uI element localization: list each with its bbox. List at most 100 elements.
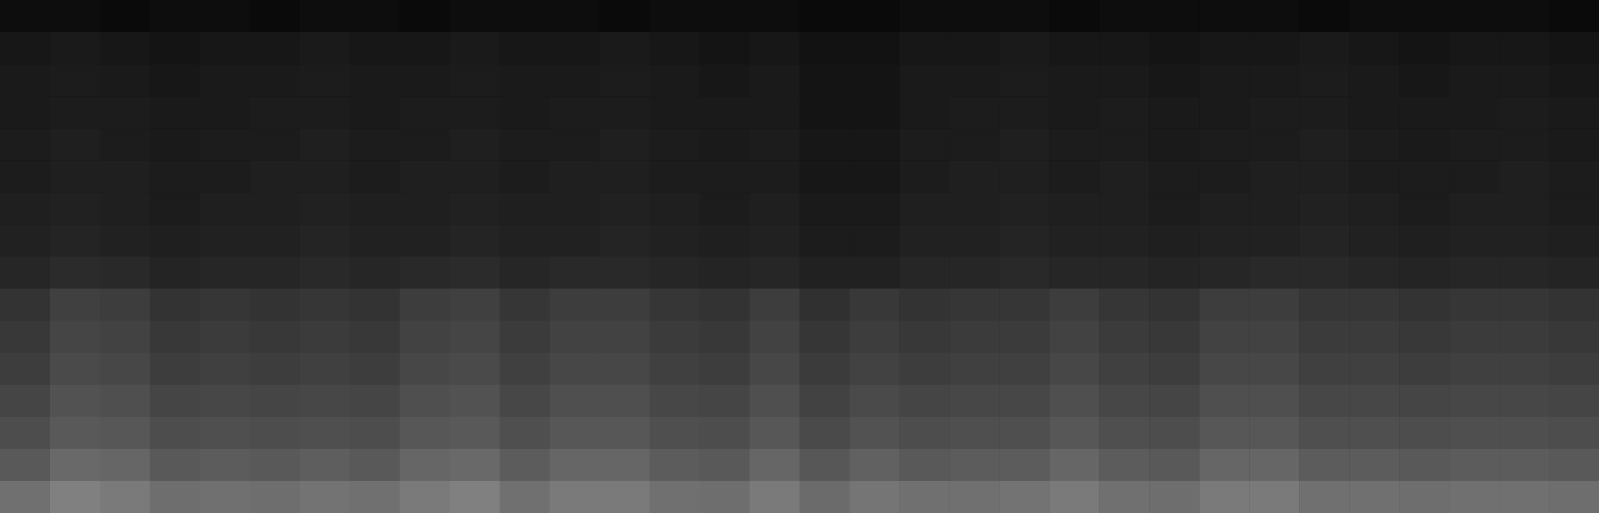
cell — [350, 224, 400, 257]
cell — [1249, 32, 1299, 65]
cell — [1049, 160, 1099, 193]
cell — [650, 224, 700, 257]
cell — [0, 192, 50, 225]
cell — [350, 64, 400, 97]
cell — [1499, 32, 1549, 65]
cell — [999, 289, 1049, 322]
cell — [600, 96, 650, 129]
cell — [1499, 192, 1549, 225]
cell — [1099, 449, 1149, 482]
cell — [400, 0, 450, 33]
cell — [849, 0, 899, 33]
cell — [1549, 385, 1599, 418]
cell — [750, 128, 800, 161]
cell — [750, 289, 800, 322]
cell — [800, 96, 850, 129]
cell — [849, 224, 899, 257]
cell — [1199, 64, 1249, 97]
cell — [0, 128, 50, 161]
cell — [650, 32, 700, 65]
cell — [350, 0, 400, 33]
cell — [50, 289, 100, 322]
cell — [650, 0, 700, 33]
cell — [450, 449, 500, 482]
cell — [1149, 385, 1199, 418]
cell — [200, 353, 250, 386]
cell — [1249, 385, 1299, 418]
cell — [949, 417, 999, 450]
cell — [150, 0, 200, 33]
cell — [849, 289, 899, 322]
cell — [150, 385, 200, 418]
cell — [1099, 224, 1149, 257]
cell — [300, 128, 350, 161]
cell — [1399, 32, 1449, 65]
cell — [1499, 321, 1549, 354]
cell — [1099, 160, 1149, 193]
cell — [1099, 481, 1149, 513]
cell — [350, 128, 400, 161]
cell — [999, 32, 1049, 65]
cell — [300, 32, 350, 65]
cell — [1249, 257, 1299, 290]
cell — [1049, 417, 1099, 450]
cell — [800, 449, 850, 482]
cell — [1399, 64, 1449, 97]
cell — [250, 224, 300, 257]
cell — [1499, 385, 1549, 418]
cell — [650, 289, 700, 322]
cell — [100, 192, 150, 225]
cell — [1099, 289, 1149, 322]
cell — [50, 353, 100, 386]
cell — [1249, 192, 1299, 225]
cell — [300, 0, 350, 33]
cell — [250, 64, 300, 97]
cell — [1199, 224, 1249, 257]
cell — [1299, 353, 1349, 386]
cell — [999, 353, 1049, 386]
cell — [100, 385, 150, 418]
cell — [750, 224, 800, 257]
cell — [1449, 64, 1499, 97]
cell — [899, 257, 949, 290]
cell — [949, 192, 999, 225]
cell — [1549, 321, 1599, 354]
cell — [250, 96, 300, 129]
cells — [0, 0, 1599, 513]
cell — [600, 321, 650, 354]
cell — [1149, 128, 1199, 161]
cell — [1249, 449, 1299, 482]
cell — [800, 0, 850, 33]
cell — [1449, 353, 1499, 386]
cell — [999, 481, 1049, 513]
cell — [1449, 321, 1499, 354]
cell — [800, 192, 850, 225]
cell — [400, 289, 450, 322]
chart-container — [0, 0, 1599, 513]
cell — [250, 289, 300, 322]
cell — [700, 449, 750, 482]
cell — [1299, 0, 1349, 33]
cell — [150, 417, 200, 450]
cell — [1299, 257, 1349, 290]
cell — [500, 128, 550, 161]
cell — [1249, 321, 1299, 354]
cell — [1249, 128, 1299, 161]
cell — [1099, 192, 1149, 225]
cell — [100, 257, 150, 290]
cell — [150, 192, 200, 225]
cell — [50, 257, 100, 290]
cell — [200, 128, 250, 161]
cell — [849, 64, 899, 97]
cell — [1299, 96, 1349, 129]
cell — [1549, 257, 1599, 290]
cell — [800, 224, 850, 257]
cell — [750, 64, 800, 97]
cell — [849, 192, 899, 225]
cell — [1299, 481, 1349, 513]
cell — [250, 481, 300, 513]
cell — [150, 289, 200, 322]
cell — [350, 160, 400, 193]
cell — [1299, 449, 1349, 482]
cell — [650, 64, 700, 97]
